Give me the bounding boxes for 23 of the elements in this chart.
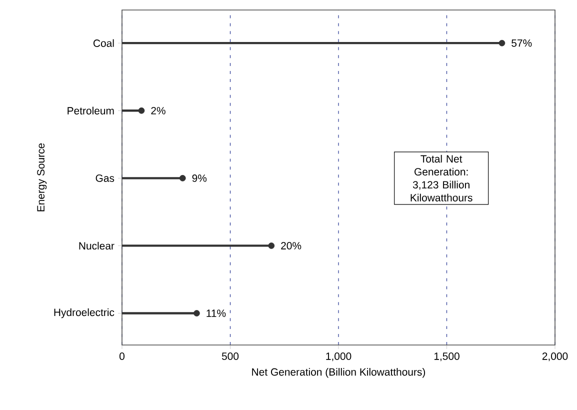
y-tick-label: Gas [96, 174, 114, 182]
y-tick-label: Nuclear [79, 242, 114, 250]
x-tick-label: 2,000 [542, 352, 568, 362]
point [268, 242, 275, 249]
annotation: Total Net Generation: 3,123 Billion Kilowatthours [410, 154, 472, 202]
point [138, 107, 145, 114]
y-tick-label: Coal [94, 39, 114, 47]
annotation: 2% [151, 106, 166, 114]
x-tick-label: 500 [222, 352, 239, 360]
point [498, 40, 506, 46]
point [179, 174, 186, 182]
annotation: 20% [281, 242, 302, 250]
x-axis-title: Net Generation (Billion Kilowatthours) [252, 368, 426, 378]
annotation: 57% [512, 39, 532, 47]
y-tick-label: Hydroelectric [54, 308, 114, 318]
y-tick-label: Petroleum [68, 106, 114, 114]
x-tick-label: 1,500 [434, 352, 460, 362]
x-tick-label: 1,000 [326, 352, 352, 362]
x-tick-label: 0 [120, 352, 124, 360]
annotation: 11% [206, 310, 226, 317]
y-axis-title: Energy Source [37, 143, 47, 212]
annotation: 9% [192, 174, 207, 182]
point [194, 310, 200, 316]
